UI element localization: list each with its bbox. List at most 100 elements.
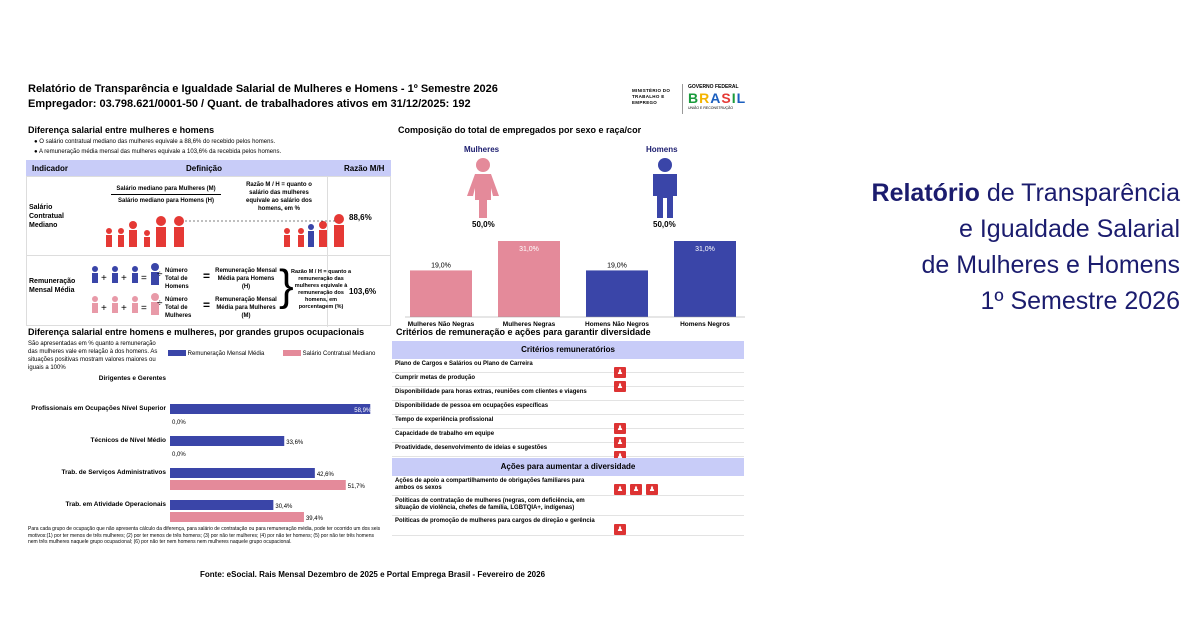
ind-remuneracao: Remuneração Mensal Média [29, 278, 76, 294]
actions-header: Ações para aumentar a diversidade [392, 458, 744, 476]
ratio-remuneracao: 103,6% [349, 287, 377, 296]
group-bar-label: 58,9% [354, 408, 372, 414]
report-title: Relatório de Transparência e Igualdade S… [28, 83, 498, 110]
groups-title: Diferença salarial entre homens e mulher… [28, 327, 365, 337]
criteria-text: Plano de Cargos e Salários ou Plano de C… [395, 361, 533, 367]
comp-bar [498, 241, 560, 317]
criteria-text: Cumprir metas de produção [395, 375, 476, 381]
group-label: Trab. em Atividade Operacionais [65, 501, 166, 508]
formula-bottom: Salário mediano para Homens (H) [117, 198, 215, 204]
woman-icon [467, 158, 499, 218]
criteria-row: Políticas de promoção de mulheres para c… [392, 516, 744, 536]
people-icon: ♟ [614, 437, 626, 448]
group-bar-label: 30,4% [275, 504, 293, 510]
criteria-text: Disponibilidade de pessoa em ocupações e… [395, 403, 549, 409]
group-bar [170, 512, 304, 522]
svg-text:+: + [101, 273, 107, 284]
formula-top: Salário mediano para Mulheres (M) [116, 186, 216, 192]
comp-bar [586, 270, 648, 317]
group-bar-label: 42,6% [317, 472, 335, 478]
criteria-text: Ações de apoio a compartilhamento de obr… [395, 478, 585, 491]
brasil-logo-icon: BRASIL [688, 90, 747, 106]
svg-text:+: + [121, 303, 127, 314]
group-bar [170, 500, 274, 510]
women-label: Mulheres [464, 145, 500, 154]
group-bar [170, 468, 315, 478]
gov-logo: GOVERNO FEDERAL BRASIL UNIÃO E RECONSTRU… [688, 84, 752, 114]
diff-title: Diferença salarial entre mulheres e home… [28, 125, 215, 135]
criteria-row: Plano de Cargos e Salários ou Plano de C… [392, 359, 744, 378]
people-sum-icons: + + = + + = [92, 263, 159, 315]
rem-women: Remuneração Mensal Média para Mulheres (… [215, 297, 277, 319]
rem-men: Remuneração Mensal Média para Homens (H) [215, 268, 277, 290]
legend-rem: Remuneração Mensal Média [168, 350, 264, 358]
criteria-text: Disponibilidade para horas extras, reuni… [395, 389, 587, 395]
comp-bar-label: 19,0% [607, 262, 627, 269]
criteria-row: Capacidade de trabalho em equipe ♟ [392, 429, 744, 448]
criteria-list: Plano de Cargos e Salários ou Plano de C… [392, 359, 744, 462]
people-icon: ♟ [614, 423, 626, 434]
source-note: Fonte: eSocial. Rais Mensal Dezembro de … [200, 570, 546, 579]
group-bar-label: 33,6% [286, 440, 304, 446]
criteria-text: Políticas de promoção de mulheres para c… [395, 518, 595, 524]
criteria-row: Políticas de contratação de mulheres (ne… [392, 496, 744, 516]
group-bar-label: 0,0% [172, 420, 186, 426]
legend-sal: Salário Contratual Mediano [283, 350, 375, 358]
big-title: Relatório de Transparência e Igualdade S… [871, 179, 1180, 315]
ind-salario: Salário Contratual Mediano [29, 204, 64, 229]
comp-bar [674, 241, 736, 317]
group-label: Dirigentes e Gerentes [99, 375, 167, 382]
women-pct: 50,0% [472, 220, 495, 229]
criteria-row: Cumprir metas de produção ♟ [392, 373, 744, 392]
criteria-text: Capacidade de trabalho em equipe [395, 431, 495, 437]
group-bar [170, 404, 371, 414]
svg-text:=: = [141, 273, 147, 284]
comp-bar-label: 19,0% [431, 262, 451, 269]
comp-bar [410, 270, 472, 317]
group-label: Trab. de Serviços Administrativos [61, 469, 166, 476]
group-bar [170, 436, 285, 446]
group-bar-label: 0,0% [172, 452, 186, 458]
people-icon: ♟ [630, 484, 642, 495]
people-icon: ♟ [614, 381, 626, 392]
groups-bar-chart: Dirigentes e Gerentes Profissionais em Oc… [31, 375, 372, 522]
actions-list: Ações de apoio a compartilhamento de obr… [392, 476, 744, 536]
comp-title: Composição do total de empregados por se… [398, 125, 642, 135]
group-bar-label: 51,7% [348, 484, 366, 490]
comp-bar-label: 31,0% [695, 246, 715, 253]
people-icon: ♟ [646, 484, 658, 495]
divider [682, 84, 683, 114]
criteria-row: Disponibilidade de pessoa em ocupações e… [392, 401, 744, 415]
svg-text:=: = [141, 303, 147, 314]
ratio-salario: 88,6% [349, 213, 372, 222]
people-icon: ♟ [614, 451, 626, 462]
group-bar [170, 480, 346, 490]
criteria-title: Critérios de remuneração e ações para ga… [396, 327, 651, 337]
groups-footnote: Para cada grupo de ocupação que não apre… [28, 526, 381, 545]
men-label: Homens [646, 145, 678, 154]
people-icons-row1 [106, 214, 344, 247]
man-icon [653, 158, 677, 218]
diff-bullet-1: ● O salário contratual mediano das mulhe… [34, 139, 276, 145]
diff-table: Salário Contratual Mediano Salário media… [26, 176, 391, 327]
criteria-row: Ações de apoio a compartilhamento de obr… [392, 476, 744, 496]
criteria-row: Proatividade, desenvolvimento de ideias … [392, 443, 744, 462]
svg-text:+: + [121, 273, 127, 284]
people-icon: ♟ [614, 484, 626, 495]
group-label: Técnicos de Nível Médio [91, 437, 167, 444]
people-icon: ♟ [614, 524, 626, 535]
comp-category-label: Mulheres Não Negras [408, 321, 475, 328]
ratio-note-1: Razão M / H = quanto o salário das mulhe… [245, 182, 313, 212]
criteria-header: Critérios remuneratórios [392, 341, 744, 359]
men-pct: 50,0% [653, 220, 676, 229]
comp-category-label: Homens Não Negros [585, 321, 649, 328]
group-label: Profissionais em Ocupações Nível Superio… [31, 405, 166, 412]
criteria-text: Políticas de contratação de mulheres (ne… [395, 498, 585, 511]
criteria-row: Tempo de experiência profissional ♟ [392, 415, 744, 434]
criteria-row: Disponibilidade para horas extras, reuni… [392, 387, 744, 401]
criteria-text: Proatividade, desenvolvimento de ideias … [395, 445, 548, 451]
total-men: Número Total de Homens [165, 268, 189, 290]
composition-bar-chart: 19,0% Mulheres Não Negras 31,0% Mulheres Ne… [405, 241, 745, 328]
diff-bullet-2: ● A remuneração média mensal das mulhere… [34, 149, 282, 155]
svg-text:+: + [101, 303, 107, 314]
